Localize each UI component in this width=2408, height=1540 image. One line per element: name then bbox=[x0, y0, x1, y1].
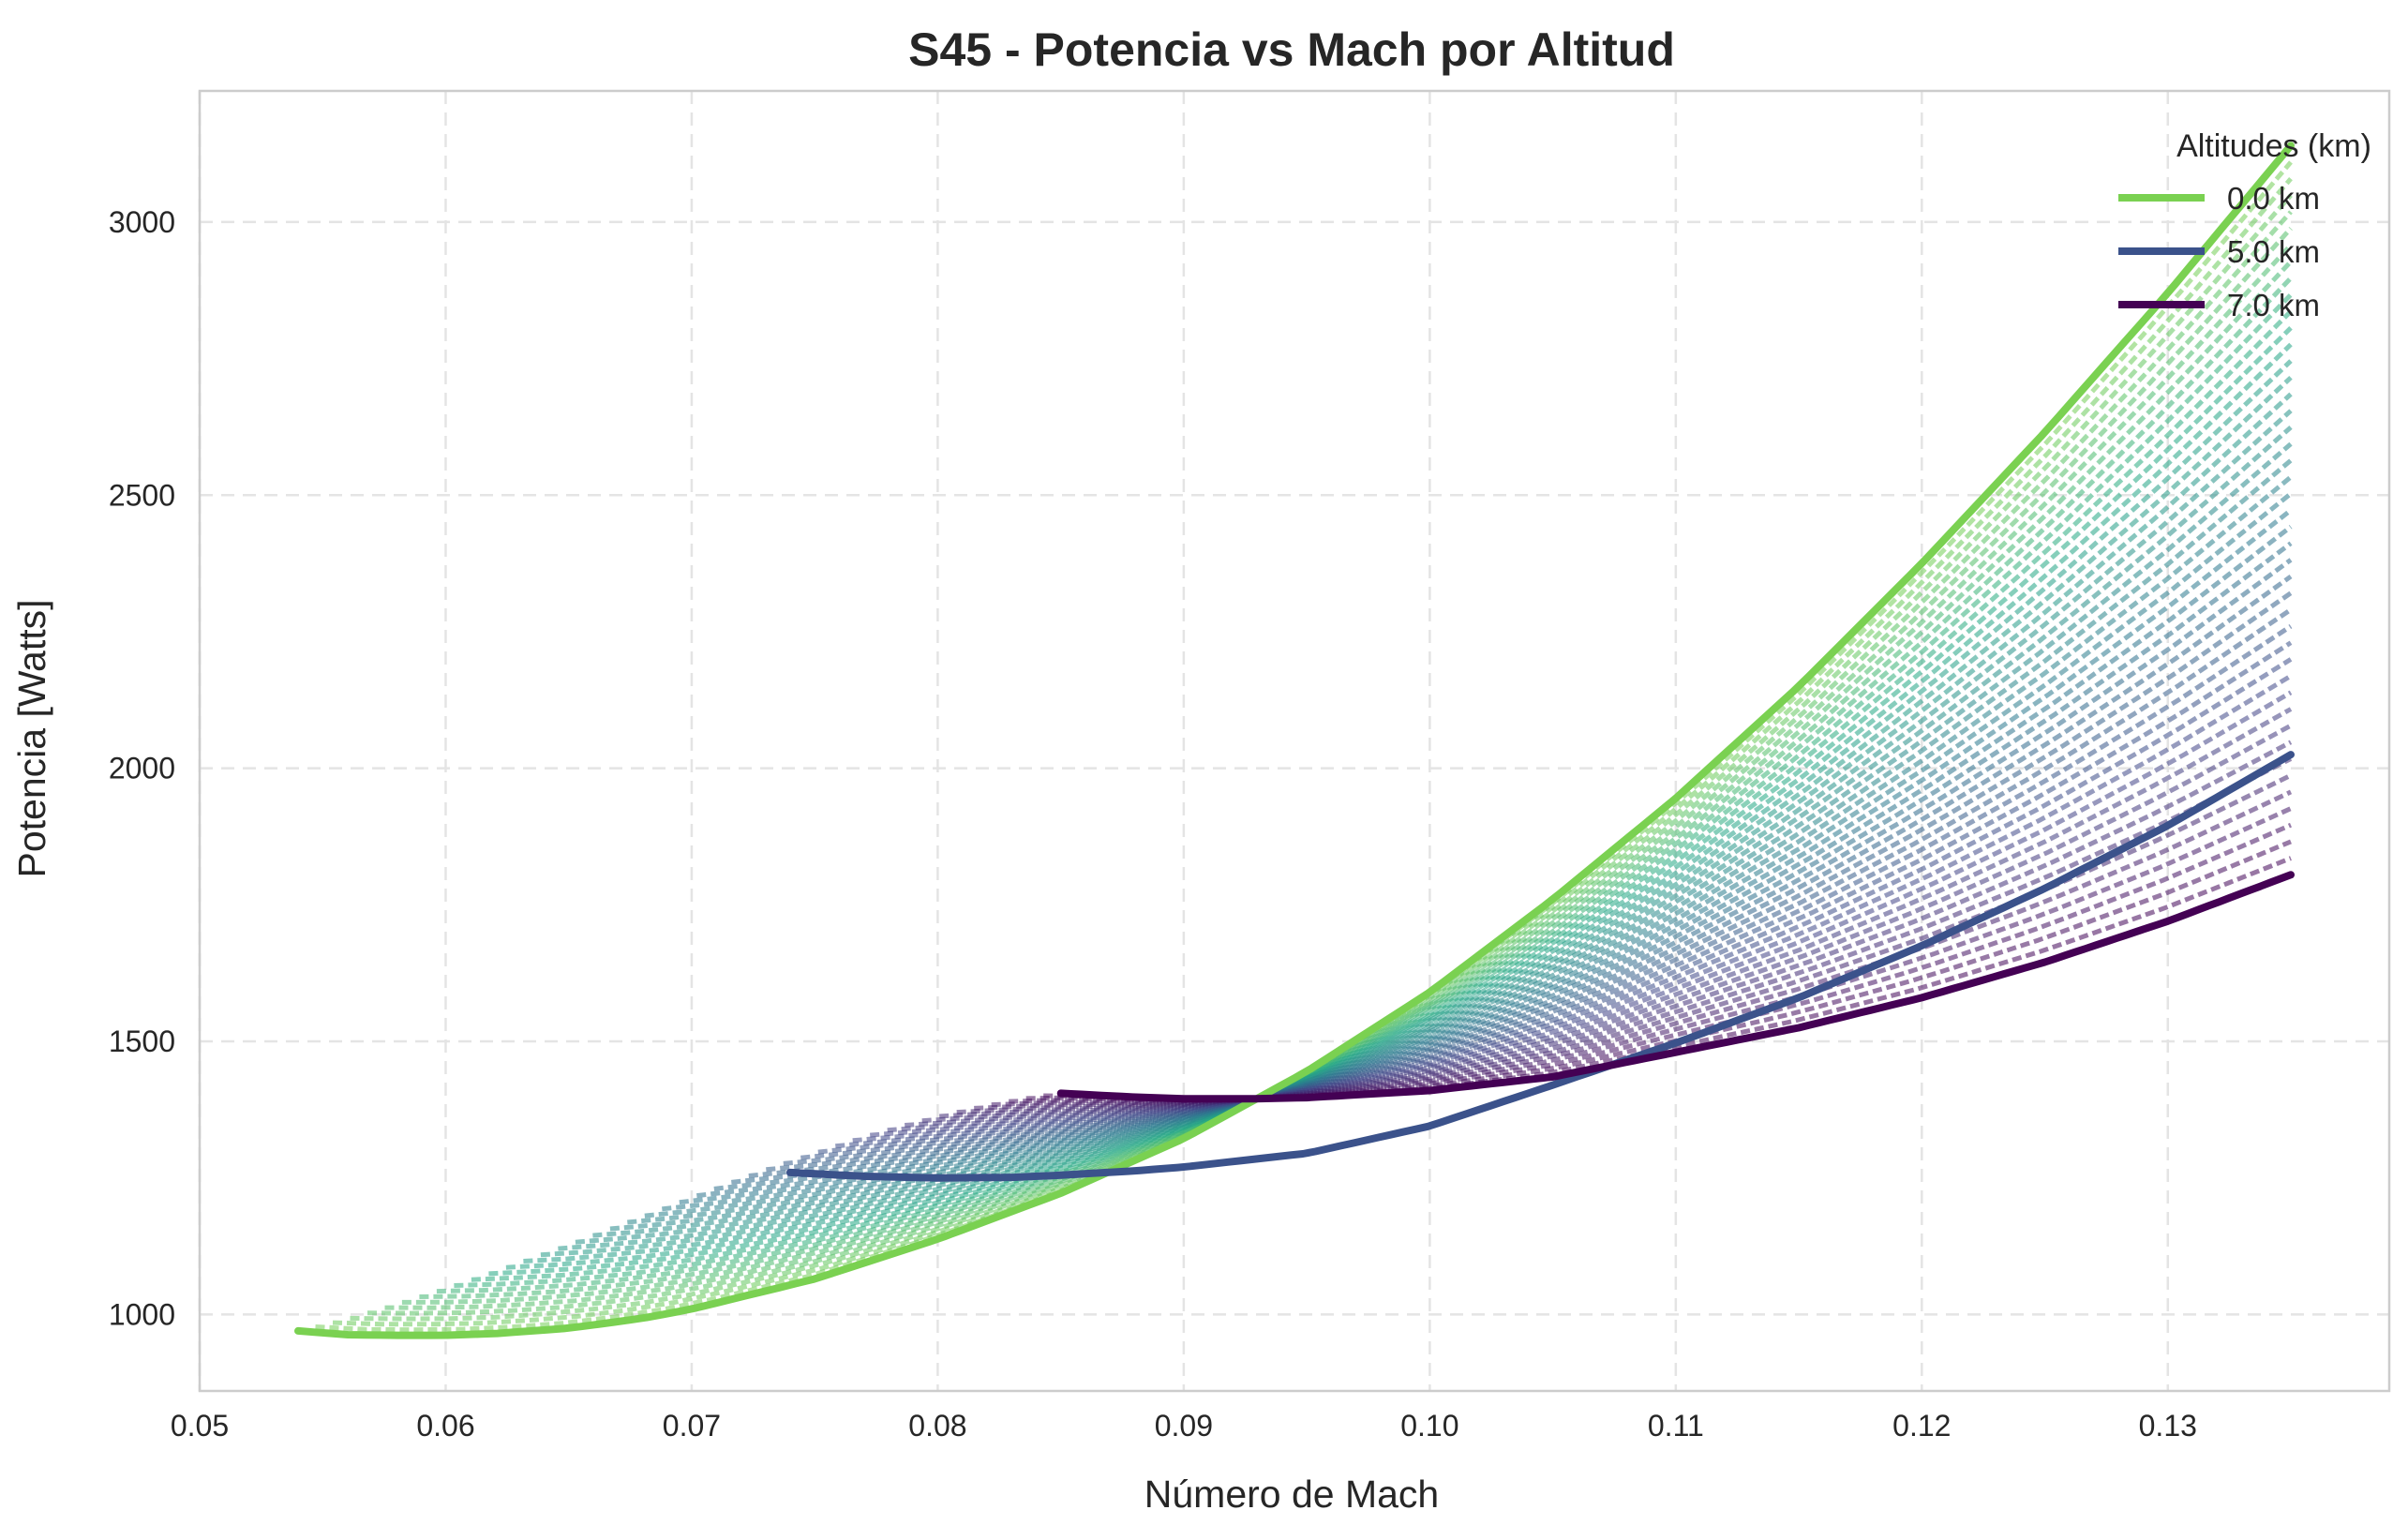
series-line-5-0-km bbox=[785, 751, 2295, 1182]
altitude-line-intermediate bbox=[662, 491, 2293, 1212]
y-tick-label: 2500 bbox=[109, 478, 175, 512]
altitude-line-intermediate bbox=[731, 558, 2293, 1185]
altitude-line-intermediate bbox=[575, 409, 2293, 1245]
x-tick-label: 0.09 bbox=[1155, 1409, 1213, 1443]
y-axis-label: Potencia [Watts] bbox=[10, 600, 53, 878]
series-line-7-0-km bbox=[1056, 871, 2295, 1103]
x-axis-label: Número de Mach bbox=[1144, 1473, 1439, 1516]
altitude-line-intermediate bbox=[523, 359, 2293, 1263]
x-tick-label: 0.07 bbox=[663, 1409, 721, 1443]
y-tick-label: 3000 bbox=[109, 205, 175, 239]
x-axis-ticks: 0.05 0.06 0.07 0.08 0.09 0.10 0.11 0.12 0.13 bbox=[171, 1409, 2197, 1443]
altitude-line-intermediate bbox=[644, 474, 2293, 1219]
x-tick-label: 0.08 bbox=[908, 1409, 966, 1443]
altitude-line-intermediate bbox=[627, 458, 2293, 1225]
x-tick-label: 0.05 bbox=[171, 1409, 229, 1443]
y-tick-label: 1500 bbox=[109, 1024, 175, 1058]
altitude-line-intermediate bbox=[713, 541, 2293, 1191]
altitude-line-intermediate bbox=[766, 591, 2293, 1173]
legend-entry: 5.0 km bbox=[2227, 234, 2320, 269]
altitude-line-intermediate bbox=[488, 326, 2293, 1277]
altitude-line-intermediate bbox=[454, 292, 2293, 1288]
altitude-line-intermediate bbox=[800, 624, 2293, 1160]
x-tick-label: 0.10 bbox=[1400, 1409, 1458, 1443]
altitude-line-intermediate bbox=[332, 176, 2293, 1327]
altitude-line-intermediate bbox=[783, 607, 2293, 1166]
altitude-line-intermediate bbox=[887, 707, 2293, 1133]
altitude-line-intermediate bbox=[870, 690, 2293, 1138]
y-tick-label: 2000 bbox=[109, 752, 175, 785]
y-tick-label: 1000 bbox=[109, 1297, 175, 1331]
altitude-line-intermediate bbox=[852, 673, 2293, 1144]
plot-frame bbox=[198, 89, 2391, 1393]
legend-entry: 0.0 km bbox=[2227, 181, 2320, 216]
altitude-line-intermediate bbox=[505, 342, 2293, 1270]
altitude-line-intermediate bbox=[748, 574, 2293, 1178]
x-tick-label: 0.11 bbox=[1648, 1409, 1704, 1443]
altitude-line-intermediate bbox=[558, 392, 2293, 1251]
x-tick-label: 0.06 bbox=[416, 1409, 474, 1443]
legend-entry: 7.0 km bbox=[2227, 288, 2320, 322]
y-axis-ticks: 1000 1500 2000 2500 3000 bbox=[109, 205, 175, 1332]
legend-title: Altitudes (km) bbox=[2176, 128, 2371, 164]
chart-title: S45 - Potencia vs Mach por Altitud bbox=[908, 23, 1675, 76]
altitude-line-intermediate bbox=[1025, 839, 2292, 1103]
altitude-line-intermediate bbox=[384, 227, 2293, 1310]
x-tick-label: 0.13 bbox=[2139, 1409, 2197, 1443]
altitude-line-intermediate bbox=[609, 441, 2293, 1232]
altitude-line-intermediate bbox=[436, 276, 2293, 1294]
series-line-0-0-km bbox=[294, 142, 2295, 1339]
x-tick-label: 0.12 bbox=[1892, 1409, 1951, 1443]
series-lines bbox=[294, 142, 2295, 1339]
altitude-line-intermediate bbox=[679, 508, 2293, 1205]
legend: Altitudes (km) 0.0 km 5.0 km 7.0 km bbox=[2118, 128, 2371, 322]
altitude-line-intermediate bbox=[696, 525, 2293, 1199]
